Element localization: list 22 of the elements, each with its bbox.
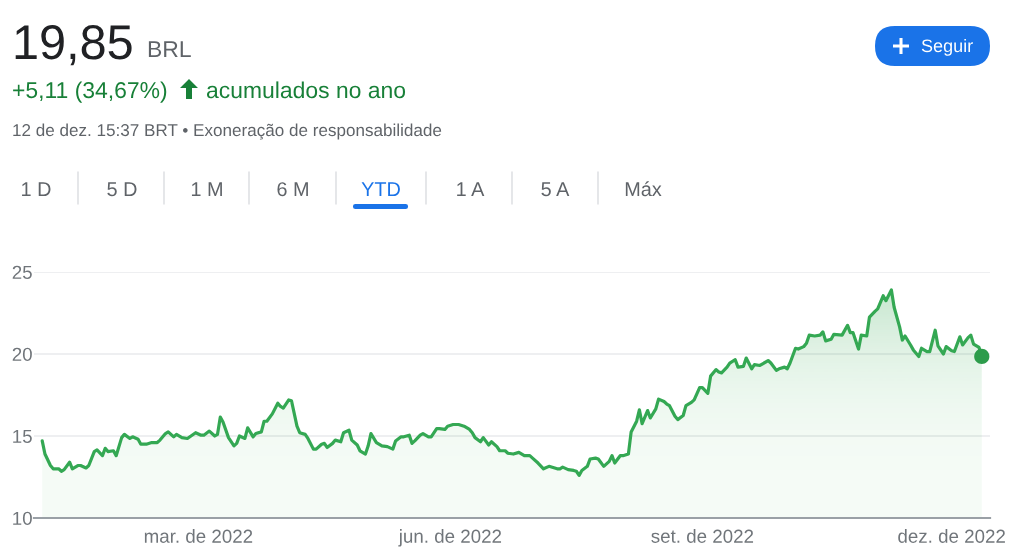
text: 1 M — [191, 182, 222, 196]
text: BRL — [148, 41, 191, 57]
text: 5 D — [107, 182, 137, 197]
y-tick-label: 15 — [13, 429, 32, 443]
text: 5 A — [541, 182, 570, 197]
y-tick-label: 20 — [12, 347, 32, 361]
x-tick-label: dez. de 2022 — [898, 529, 1005, 543]
chart-title: 19,85 — [15, 25, 132, 66]
y-tick-label: 25 — [12, 265, 32, 279]
text: 1 A — [457, 182, 485, 196]
x-tick-label: jun. de 2022 — [398, 529, 502, 547]
text: Seguir — [921, 38, 973, 56]
y-tick-label: 10 — [13, 511, 32, 525]
text: YTD — [361, 182, 400, 196]
text: Máx — [625, 181, 662, 197]
text: +5,11 (34,67%) — [13, 81, 167, 103]
text: acumulados no ano — [206, 81, 406, 99]
x-tick-label: set. de 2022 — [651, 529, 754, 543]
x-tick-label: mar. de 2022 — [144, 529, 253, 543]
text: 12 de dez. 15:37 BRT • Exoneração de responsabilidade — [13, 123, 442, 140]
text: 1 D — [22, 182, 51, 196]
text: 6 M — [277, 182, 308, 197]
